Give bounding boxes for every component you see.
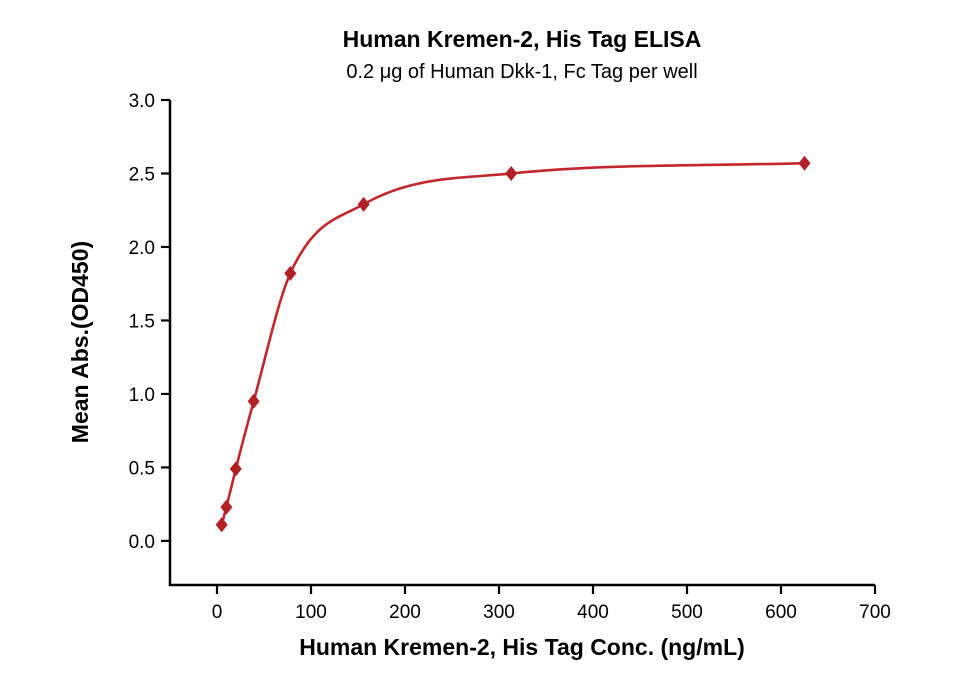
x-tick-label: 300 [483, 602, 515, 623]
data-point-marker [798, 155, 811, 171]
chart-subtitle: 0.2 μg of Human Dkk-1, Fc Tag per well [346, 61, 697, 83]
x-tick-label: 600 [765, 602, 797, 623]
data-point-marker [284, 265, 297, 281]
y-tick-label: 0.0 [129, 532, 155, 553]
data-point-marker [215, 517, 228, 533]
x-tick-label: 700 [859, 602, 891, 623]
chart-title: Human Kremen-2, His Tag ELISA [343, 26, 702, 52]
data-point-marker [247, 393, 260, 409]
data-points [215, 155, 811, 533]
x-tick-label: 0 [212, 602, 223, 623]
x-tick-label: 500 [671, 602, 703, 623]
data-point-marker [505, 165, 518, 181]
data-point-marker [220, 499, 233, 515]
fit-curve [220, 161, 806, 526]
tick-labels: 0 100 200 300 400 500 600 700 0.0 0.5 1.0 1.5 2.0 2.5… [129, 91, 891, 623]
x-tick-label: 400 [577, 602, 609, 623]
x-axis-label: Human Kremen-2, His Tag Conc. (ng/mL) [299, 634, 745, 660]
y-tick-label: 2.0 [129, 238, 155, 259]
y-tick-label: 2.5 [129, 164, 155, 185]
axes [168, 100, 875, 587]
axis-lines [168, 100, 875, 587]
y-tick-label: 1.5 [129, 311, 155, 332]
tick-marks [161, 98, 877, 594]
y-tick-label: 3.0 [129, 91, 155, 112]
data-point-marker [229, 461, 242, 477]
y-tick-label: 0.5 [129, 458, 155, 479]
y-tick-label: 1.0 [129, 385, 155, 406]
x-tick-label: 200 [389, 602, 421, 623]
data-point-marker [357, 196, 370, 212]
x-tick-label: 100 [295, 602, 327, 623]
data-curve [220, 161, 806, 526]
y-axis-label: Mean Abs.(OD450) [67, 241, 93, 443]
